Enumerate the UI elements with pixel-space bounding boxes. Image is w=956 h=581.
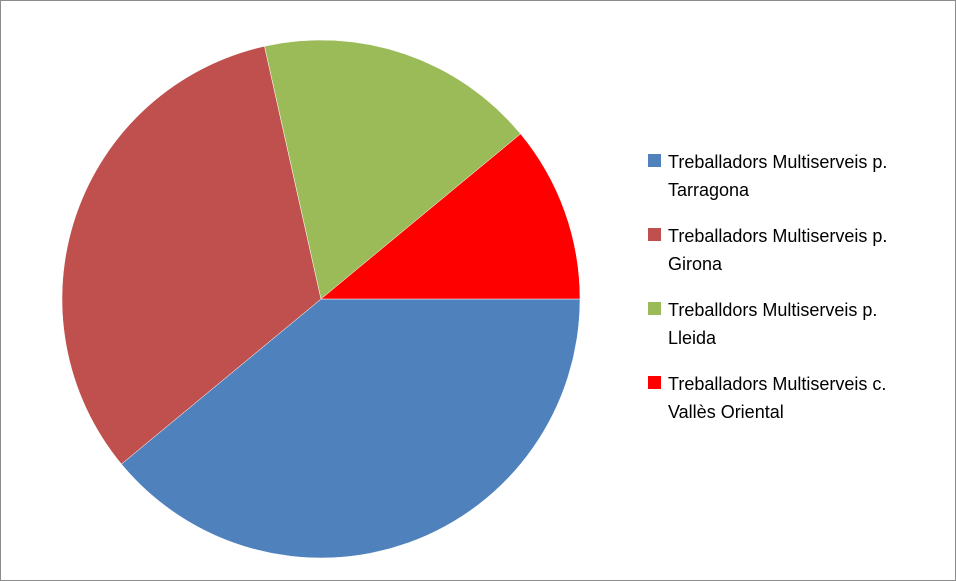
legend-label: Treballadors Multiserveis p. Girona: [668, 226, 888, 274]
pie-slice: [264, 39, 521, 300]
pie-slice: [121, 298, 581, 559]
legend-item: Treballadors Multiserveis p. Girona: [646, 222, 946, 278]
legend-swatch: [648, 302, 661, 315]
legend-label: Treballadors Multiserveis p. Tarragona: [668, 152, 888, 200]
legend-label: Treballadors Multiserveis c. Vallès Orie…: [668, 374, 887, 422]
pie-slice: [61, 45, 322, 465]
legend-item: Treballdors Multiserveis p. Lleida: [646, 296, 946, 352]
pie-slice: [320, 133, 581, 300]
legend-swatch: [648, 228, 661, 241]
legend-item: Treballadors Multiserveis c. Vallès Orie…: [646, 370, 946, 426]
legend-label: Treballdors Multiserveis p. Lleida: [668, 300, 878, 348]
legend-swatch: [648, 376, 661, 389]
legend: Treballadors Multiserveis p. Tarragona Tr…: [646, 148, 946, 444]
legend-swatch: [648, 154, 661, 167]
legend-item: Treballadors Multiserveis p. Tarragona: [646, 148, 946, 204]
